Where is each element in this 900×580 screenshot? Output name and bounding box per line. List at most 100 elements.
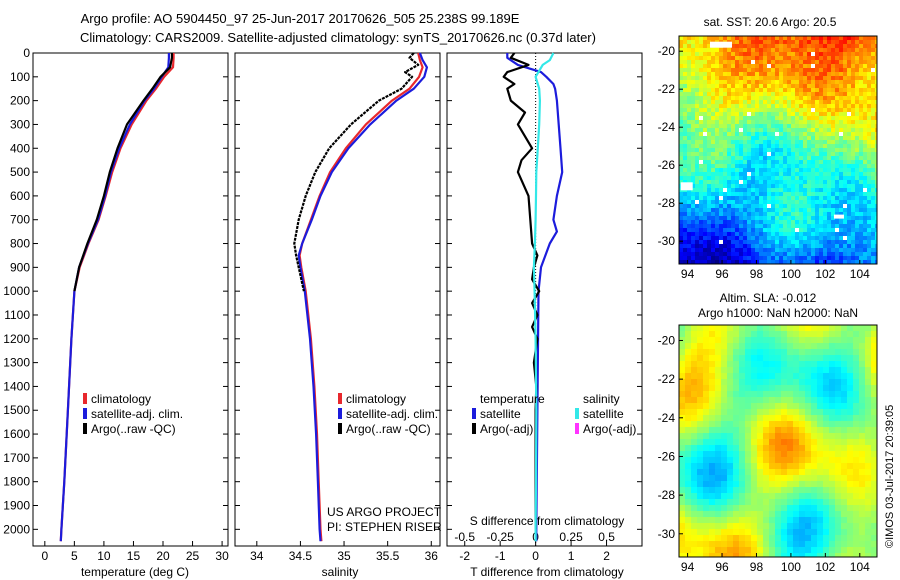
map-cell <box>847 48 851 52</box>
map-cell <box>871 475 877 481</box>
map-cell <box>757 427 763 433</box>
map-cell <box>739 499 745 505</box>
map-cell <box>847 403 853 409</box>
map-cell <box>775 124 779 128</box>
map-cell <box>871 355 877 361</box>
map-cell <box>687 116 691 120</box>
map-cell <box>735 240 739 244</box>
map-cell <box>823 529 829 535</box>
map-cell <box>721 433 727 439</box>
map-cell <box>805 415 811 421</box>
map-cell <box>739 409 745 415</box>
map-cell <box>839 60 843 64</box>
map-cell <box>775 112 779 116</box>
map-cell <box>775 367 781 373</box>
map-cell <box>865 325 871 331</box>
map-cell <box>871 116 875 120</box>
map-cell <box>739 96 743 100</box>
map-cell <box>791 96 795 100</box>
map-cell <box>787 355 793 361</box>
map-cell <box>867 260 871 264</box>
map-cell <box>823 56 827 60</box>
map-cell <box>759 244 763 248</box>
map-cell <box>867 100 871 104</box>
map-cell <box>695 136 699 140</box>
map-cell <box>803 132 807 136</box>
series-temperature-satellite <box>506 53 564 542</box>
map-cell <box>687 192 691 196</box>
map-cell <box>875 44 877 48</box>
map-cell <box>807 156 811 160</box>
map-cell <box>867 156 871 160</box>
land-cell <box>839 132 843 136</box>
map-cell <box>759 112 763 116</box>
map-cell <box>727 445 733 451</box>
map-cell <box>723 248 727 252</box>
map-cell <box>739 172 743 176</box>
map-cell <box>719 140 723 144</box>
map-cell <box>835 469 841 475</box>
map-cell <box>819 84 823 88</box>
map-cell <box>839 156 843 160</box>
map-cell <box>709 343 715 349</box>
map-cell <box>793 397 799 403</box>
map-cell <box>757 499 763 505</box>
map-cell <box>711 228 715 232</box>
map-cell <box>859 487 865 493</box>
map-cell <box>841 457 847 463</box>
map-cell <box>847 152 851 156</box>
map-cell <box>795 108 799 112</box>
map-cell <box>787 88 791 92</box>
map-cell <box>799 136 803 140</box>
map-cell <box>835 36 839 40</box>
salinity-axis-label: salinity <box>322 565 359 579</box>
map-cell <box>775 224 779 228</box>
map-cell <box>831 252 835 256</box>
map-cell <box>807 128 811 132</box>
map-cell <box>751 256 755 260</box>
map-cell <box>735 204 739 208</box>
map-cell <box>835 252 839 256</box>
map-cell <box>829 523 835 529</box>
map-cell <box>775 403 781 409</box>
map-cell <box>779 192 783 196</box>
map-cell <box>835 96 839 100</box>
map-cell <box>711 56 715 60</box>
map-cell <box>751 427 757 433</box>
map-cell <box>831 200 835 204</box>
map-cell <box>851 224 855 228</box>
map-cell <box>771 148 775 152</box>
map-cell <box>751 120 755 124</box>
map-cell <box>687 256 691 260</box>
map-cell <box>847 52 851 56</box>
map-cell <box>707 232 711 236</box>
map-cell <box>743 76 747 80</box>
map-cell <box>707 236 711 240</box>
map-cell <box>695 164 699 168</box>
map-cell <box>751 252 755 256</box>
plot-frame <box>234 52 441 547</box>
map-cell <box>731 188 735 192</box>
map-cell <box>691 337 697 343</box>
map-cell <box>807 144 811 148</box>
map-cell <box>697 373 703 379</box>
map-cell <box>791 132 795 136</box>
map-cell <box>847 240 851 244</box>
map-cell <box>805 523 811 529</box>
s-tick-label: 0.25 <box>559 530 583 544</box>
map-cell <box>687 104 691 108</box>
map-cell <box>779 176 783 180</box>
map-cell <box>799 140 803 144</box>
map-cell <box>847 204 851 208</box>
map-cell <box>839 172 843 176</box>
map-cell <box>751 84 755 88</box>
map-cell <box>703 228 707 232</box>
map-cell <box>851 200 855 204</box>
map-cell <box>851 256 855 260</box>
map-cell <box>827 204 831 208</box>
map-cell <box>755 84 759 88</box>
map-cell <box>787 44 791 48</box>
map-cell <box>755 184 759 188</box>
map-cell <box>719 80 723 84</box>
map-cell <box>697 409 703 415</box>
